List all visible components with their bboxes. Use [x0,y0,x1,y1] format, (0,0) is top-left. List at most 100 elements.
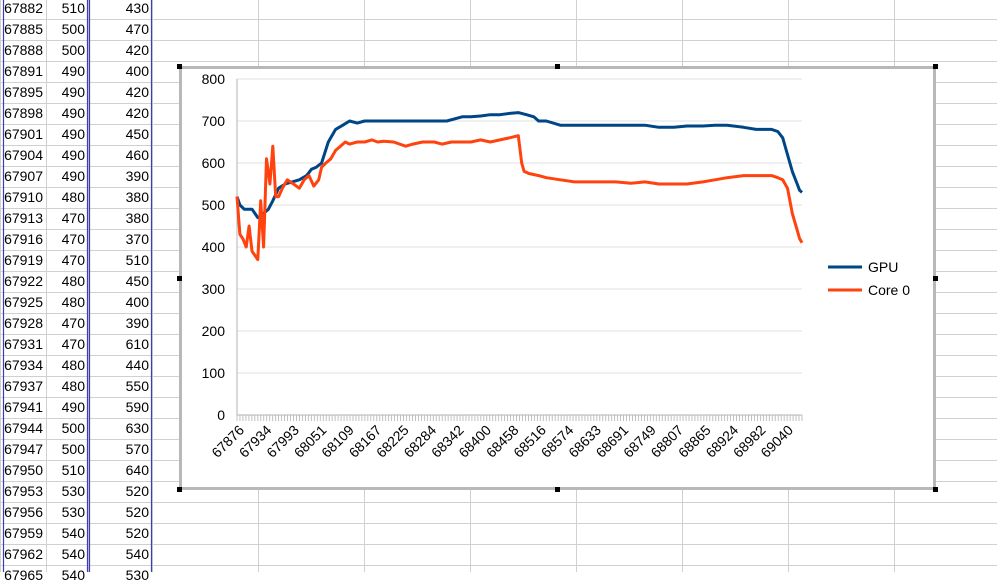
resize-handle-top-middle[interactable] [555,64,560,69]
sheet-cell[interactable]: 67956 [4,504,43,520]
sheet-cell[interactable]: 67925 [4,294,43,310]
resize-handle-middle-left[interactable] [177,276,182,281]
sheet-cell[interactable]: 490 [61,147,85,163]
sheet-cell[interactable]: 380 [125,210,149,226]
sheet-cell[interactable]: 67922 [4,273,43,289]
sheet-cell[interactable]: 540 [61,546,85,562]
sheet-cell[interactable]: 380 [125,189,149,205]
sheet-cell[interactable]: 390 [125,168,149,184]
sheet-cell[interactable]: 510 [61,0,85,16]
sheet-cell[interactable]: 470 [61,315,85,331]
resize-handle-middle-right[interactable] [933,276,938,281]
sheet-cell[interactable]: 630 [125,420,149,436]
sheet-cell[interactable]: 67885 [4,21,43,37]
sheet-cell[interactable]: 67934 [4,357,43,373]
sheet-cell[interactable]: 430 [125,0,149,16]
sheet-cell[interactable]: 400 [125,63,149,79]
sheet-cell[interactable]: 67962 [4,546,43,562]
sheet-cell[interactable]: 67944 [4,420,43,436]
sheet-cell[interactable]: 420 [125,84,149,100]
sheet-cell[interactable]: 470 [61,252,85,268]
sheet-cell[interactable]: 530 [61,483,85,499]
sheet-cell[interactable]: 67913 [4,210,43,226]
sheet-cell[interactable]: 67950 [4,462,43,478]
sheet-cell[interactable]: 370 [125,231,149,247]
resize-handle-bottom-left[interactable] [177,487,182,492]
sheet-cell[interactable]: 540 [61,567,85,583]
sheet-cell[interactable]: 470 [125,21,149,37]
sheet-cell[interactable]: 520 [125,504,149,520]
y-tick-label: 0 [217,407,225,423]
sheet-cell[interactable]: 480 [61,189,85,205]
sheet-cell[interactable]: 490 [61,399,85,415]
y-tick-label: 100 [202,365,226,381]
sheet-cell[interactable]: 530 [125,567,149,583]
sheet-cell[interactable]: 480 [61,273,85,289]
sheet-cell[interactable]: 67919 [4,252,43,268]
sheet-cell[interactable]: 480 [61,294,85,310]
sheet-cell[interactable]: 67907 [4,168,43,184]
sheet-cell[interactable]: 590 [125,399,149,415]
sheet-cell[interactable]: 480 [61,378,85,394]
series-line-core-0 [235,134,804,262]
sheet-cell[interactable]: 490 [61,63,85,79]
sheet-cell[interactable]: 470 [61,336,85,352]
resize-handle-top-left[interactable] [177,64,182,69]
sheet-cell[interactable]: 610 [125,336,149,352]
sheet-cell[interactable]: 67947 [4,441,43,457]
legend-label: Core 0 [868,282,910,298]
sheet-cell[interactable]: 490 [61,105,85,121]
sheet-cell[interactable]: 67965 [4,567,43,583]
sheet-cell[interactable]: 540 [61,525,85,541]
sheet-cell[interactable]: 510 [61,462,85,478]
sheet-cell[interactable]: 400 [125,294,149,310]
sheet-cell[interactable]: 67888 [4,42,43,58]
sheet-cell[interactable]: 420 [125,42,149,58]
sheet-cell[interactable]: 470 [61,231,85,247]
sheet-cell[interactable]: 490 [61,168,85,184]
series-line-gpu [235,111,803,220]
sheet-cell[interactable]: 480 [61,357,85,373]
sheet-cell[interactable]: 67931 [4,336,43,352]
resize-handle-bottom-middle[interactable] [555,487,560,492]
sheet-cell[interactable]: 500 [61,21,85,37]
sheet-cell[interactable]: 500 [61,441,85,457]
sheet-cell[interactable]: 460 [125,147,149,163]
sheet-cell[interactable]: 520 [125,483,149,499]
sheet-cell[interactable]: 530 [61,504,85,520]
sheet-cell[interactable]: 67895 [4,84,43,100]
sheet-cell[interactable]: 67891 [4,63,43,79]
sheet-cell[interactable]: 67959 [4,525,43,541]
sheet-cell[interactable]: 67941 [4,399,43,415]
sheet-cell[interactable]: 490 [61,126,85,142]
sheet-cell[interactable]: 67910 [4,189,43,205]
sheet-cell[interactable]: 450 [125,126,149,142]
sheet-cell[interactable]: 440 [125,357,149,373]
resize-handle-bottom-right[interactable] [933,487,938,492]
chart-object[interactable]: 0 100 200 300 400 500 600 700 800 67876 67934 67993… [179,66,936,490]
resize-handle-top-right[interactable] [933,64,938,69]
sheet-cell[interactable]: 540 [125,546,149,562]
y-tick-label: 600 [202,155,226,171]
sheet-cell[interactable]: 450 [125,273,149,289]
sheet-cell[interactable]: 420 [125,105,149,121]
sheet-cell[interactable]: 490 [61,84,85,100]
sheet-cell[interactable]: 67898 [4,105,43,121]
sheet-cell[interactable]: 550 [125,378,149,394]
sheet-cell[interactable]: 67901 [4,126,43,142]
sheet-cell[interactable]: 640 [125,462,149,478]
sheet-cell[interactable]: 67916 [4,231,43,247]
sheet-cell[interactable]: 470 [61,210,85,226]
sheet-cell[interactable]: 67953 [4,483,43,499]
sheet-cell[interactable]: 390 [125,315,149,331]
sheet-cell[interactable]: 510 [125,252,149,268]
sheet-cell[interactable]: 67928 [4,315,43,331]
sheet-cell[interactable]: 67882 [4,0,43,16]
sheet-cell[interactable]: 67937 [4,378,43,394]
sheet-cell[interactable]: 500 [61,42,85,58]
line-chart: 0100200300400500600700800678766793467993… [202,71,911,461]
sheet-cell[interactable]: 500 [61,420,85,436]
sheet-cell[interactable]: 67904 [4,147,43,163]
sheet-cell[interactable]: 570 [125,441,149,457]
sheet-cell[interactable]: 520 [125,525,149,541]
